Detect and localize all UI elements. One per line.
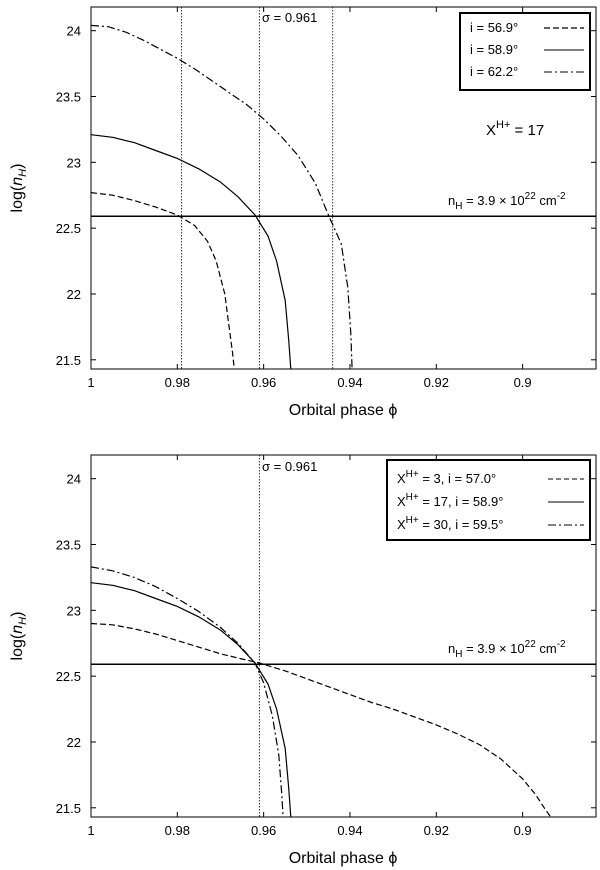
threshold-label-unit: cm (536, 641, 557, 656)
top-legend-label-3: i = 62.2° (470, 64, 518, 79)
top-series-group (90, 24, 353, 370)
xh-base: X (486, 122, 496, 139)
legend-label-rest: = 17, i = 58.9° (419, 494, 504, 509)
series-curve-2 (90, 134, 292, 370)
x-tick-label: 0.92 (424, 375, 449, 390)
xh-sup: H+ (496, 119, 510, 131)
top-legend: i = 56.9° i = 58.9° i = 62.2° (459, 12, 591, 91)
legend-label-sup: H+ (406, 492, 419, 503)
legend-label-base: X (397, 517, 406, 532)
bottom-legend-label-3: XH+ = 30, i = 59.5° (397, 515, 503, 532)
y-tick-label: 24 (67, 24, 81, 39)
legend-label-base: X (397, 471, 406, 486)
bottom-y-axis-label: log(nH) (9, 612, 29, 661)
y-tick-label: 23 (67, 603, 81, 618)
top-y-ticks: 21.5 22 22.5 23 23.5 24 (56, 24, 596, 368)
bottom-y-axis-n: n (9, 625, 26, 634)
threshold-label-unit-exp: -2 (557, 639, 566, 650)
y-tick-label: 22 (67, 287, 81, 302)
top-x-axis-label: Orbital phase ϕ (289, 402, 398, 419)
legend-label-rest: = 30, i = 59.5° (419, 517, 504, 532)
bottom-legend: XH+ = 3, i = 57.0° XH+ = 17, i = 58.9° X… (386, 459, 591, 541)
bottom-y-ticks: 21.5 22 22.5 23 23.5 24 (56, 472, 596, 816)
top-sigma-label: σ = 0.961 (262, 10, 317, 25)
threshold-label-sub: H (455, 201, 462, 212)
top-x-ticks: 1 0.98 0.96 0.94 0.92 0.9 (87, 7, 532, 390)
x-tick-label: 0.96 (251, 375, 276, 390)
threshold-label-exp: 22 (525, 639, 537, 650)
series-curve-3 (90, 566, 284, 818)
y-tick-label: 24 (67, 472, 81, 487)
y-tick-label: 23.5 (56, 538, 81, 553)
y-tick-label: 23 (67, 155, 81, 170)
top-y-axis-label: log(nH) (9, 164, 29, 213)
top-legend-label-1: i = 56.9° (470, 20, 518, 35)
top-plot-frame (90, 6, 597, 370)
bottom-y-axis-sub: H (17, 617, 29, 625)
top-y-axis-n: n (9, 177, 26, 186)
x-tick-label: 0.98 (165, 823, 190, 838)
top-legend-box (459, 12, 591, 91)
x-tick-label: 1 (87, 375, 94, 390)
top-threshold-label: nH = 3.9 × 1022 cm-2 (448, 191, 566, 212)
threshold-label-n: n (448, 193, 455, 208)
series-curve-1 (90, 192, 235, 370)
x-tick-label: 0.94 (337, 375, 362, 390)
legend-label-base: X (397, 494, 406, 509)
x-tick-label: 0.94 (337, 823, 362, 838)
x-tick-label: 1 (87, 823, 94, 838)
threshold-label-n: n (448, 641, 455, 656)
threshold-label-sub: H (455, 649, 462, 660)
x-tick-label: 0.92 (424, 823, 449, 838)
top-y-axis-close: ) (9, 164, 26, 169)
top-panel: 1 0.98 0.96 0.94 0.92 0.9 21.52222.52323.524 … (9, 6, 597, 419)
threshold-label-unit-exp: -2 (557, 191, 566, 202)
threshold-label-eq: = 3.9 × 10 (462, 193, 524, 208)
y-tick-label: 22.5 (56, 669, 81, 684)
y-tick-label: 22 (67, 735, 81, 750)
y-tick-label: 22.5 (56, 221, 81, 236)
legend-label-rest: = 3, i = 57.0° (419, 471, 496, 486)
threshold-label-unit: cm (536, 193, 557, 208)
top-xh-label: XH+ = 17 (486, 119, 544, 139)
series-curve-3 (90, 24, 353, 370)
x-tick-label: 0.98 (165, 375, 190, 390)
x-tick-label: 0.9 (514, 823, 532, 838)
bottom-legend-label-1: XH+ = 3, i = 57.0° (397, 469, 496, 486)
legend-label-sup: H+ (406, 515, 419, 526)
bottom-plot-frame (90, 454, 597, 818)
xh-rest: = 17 (510, 122, 544, 139)
bottom-legend-label-2: XH+ = 17, i = 58.9° (397, 492, 503, 509)
bottom-x-axis-label: Orbital phase ϕ (289, 850, 398, 867)
x-tick-label: 0.9 (514, 375, 532, 390)
series-curve-1 (90, 622, 552, 818)
series-curve-2 (90, 582, 292, 818)
bottom-sigma-label: σ = 0.961 (262, 459, 317, 474)
y-tick-label: 23.5 (56, 90, 81, 105)
threshold-label-exp: 22 (525, 191, 537, 202)
bottom-y-axis-close: ) (9, 612, 26, 617)
y-tick-label: 21.5 (56, 801, 81, 816)
bottom-series-group (90, 566, 552, 818)
y-tick-label: 21.5 (56, 353, 81, 368)
bottom-x-ticks: 1 0.98 0.96 0.94 0.92 0.9 (87, 455, 532, 838)
threshold-label-eq: = 3.9 × 10 (462, 641, 524, 656)
bottom-threshold-label: nH = 3.9 × 1022 cm-2 (448, 639, 566, 660)
legend-label-sup: H+ (406, 469, 419, 480)
bottom-legend-box (386, 459, 591, 541)
x-tick-label: 0.96 (251, 823, 276, 838)
top-vertical-markers (181, 7, 334, 369)
top-legend-label-2: i = 58.9° (470, 42, 518, 57)
bottom-panel: 1 0.98 0.96 0.94 0.92 0.9 21.52222.52323.524 … (9, 454, 597, 867)
top-y-axis-sub: H (17, 169, 29, 177)
